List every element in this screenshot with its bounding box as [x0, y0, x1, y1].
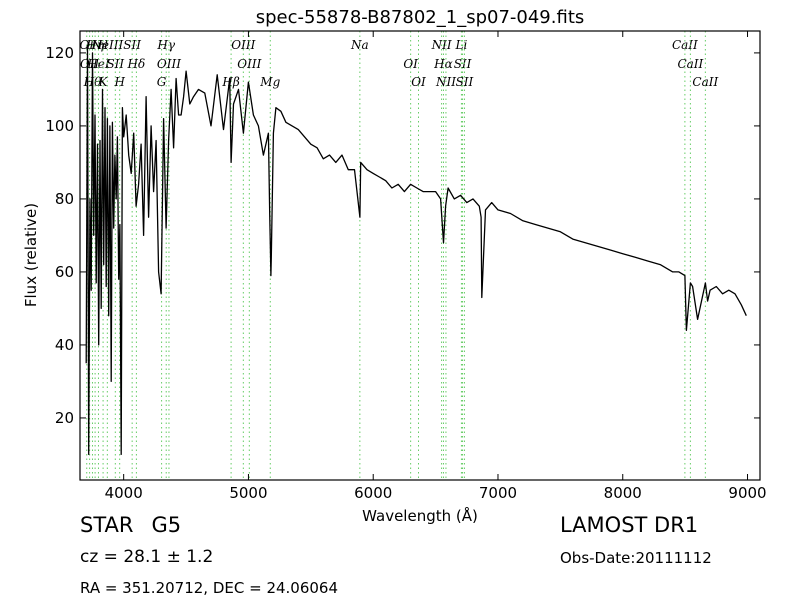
y-tick-label: 120	[45, 44, 74, 62]
line-marker-label: SII	[123, 38, 141, 52]
y-tick-label: 40	[55, 336, 74, 354]
line-marker-label: Na	[350, 38, 369, 52]
y-tick-label: 80	[55, 190, 74, 208]
line-marker-label: SII	[454, 57, 472, 71]
line-marker-label: G	[157, 75, 167, 89]
line-marker-label: OIII	[237, 57, 261, 71]
chart-title: spec-55878-B87802_1_sp07-049.fits	[256, 7, 585, 28]
y-axis: 20 40 60 80 100 120	[45, 44, 760, 427]
x-tick-label: 4000	[105, 484, 143, 502]
line-marker-layer: OIOIIHθHηHeIKHNeIIISIIHSIIHδGHγOIIIHβOII…	[79, 31, 719, 480]
line-marker-label: Hγ	[156, 38, 175, 52]
y-tick-label: 100	[45, 117, 74, 135]
x-tick-label: 5000	[229, 484, 267, 502]
class-label: STAR	[80, 513, 134, 537]
coordinates-readout: RA = 351.20712, DEC = 24.06064	[80, 579, 339, 597]
line-marker-label: Li	[455, 38, 468, 52]
line-marker-label: NII	[435, 75, 456, 89]
object-class: STAR G5	[80, 513, 181, 537]
observation-date: Obs-Date:20111112	[560, 549, 712, 567]
plot-frame	[79, 30, 761, 481]
line-marker-label: H	[113, 75, 125, 89]
line-marker-label: OIII	[157, 57, 181, 71]
x-tick-label: 9000	[728, 484, 766, 502]
line-marker-label: CaII	[677, 57, 703, 71]
line-marker-label: CaII	[672, 38, 698, 52]
line-marker-label: OIII	[231, 38, 255, 52]
y-tick-label: 20	[55, 409, 74, 427]
line-marker-label: Hβ	[221, 75, 239, 89]
x-axis-label: Wavelength (Å)	[362, 506, 478, 525]
line-marker-label: Hδ	[127, 57, 146, 71]
line-marker-label: OI	[79, 38, 94, 52]
line-marker-label: CaII	[692, 75, 718, 89]
x-tick-label: 6000	[354, 484, 392, 502]
spectrum-series-line	[85, 44, 747, 456]
x-tick-label: 7000	[479, 484, 517, 502]
redshift-readout: cz = 28.1 ± 1.2	[80, 547, 214, 567]
line-marker-label: Mg	[259, 75, 280, 89]
line-marker-label: OI	[403, 57, 418, 71]
line-marker-label: H	[97, 38, 109, 52]
y-tick-label: 60	[55, 263, 74, 281]
line-marker-label: SII	[456, 75, 474, 89]
subclass-label: G5	[151, 513, 182, 537]
y-axis-label: Flux (relative)	[22, 203, 40, 307]
line-marker-label: NeIII	[90, 38, 123, 52]
line-marker-label: K	[98, 75, 109, 89]
line-marker-label: Hα	[433, 57, 453, 71]
line-marker-label: SII	[106, 57, 124, 71]
line-marker-label: Hη	[85, 38, 104, 52]
survey-label: LAMOST DR1	[560, 513, 699, 537]
x-tick-label: 8000	[604, 484, 642, 502]
x-axis: 4000 5000 6000 7000 8000 9000	[105, 31, 767, 502]
line-marker-label: OI	[411, 75, 426, 89]
line-marker-label: NII	[431, 38, 452, 52]
